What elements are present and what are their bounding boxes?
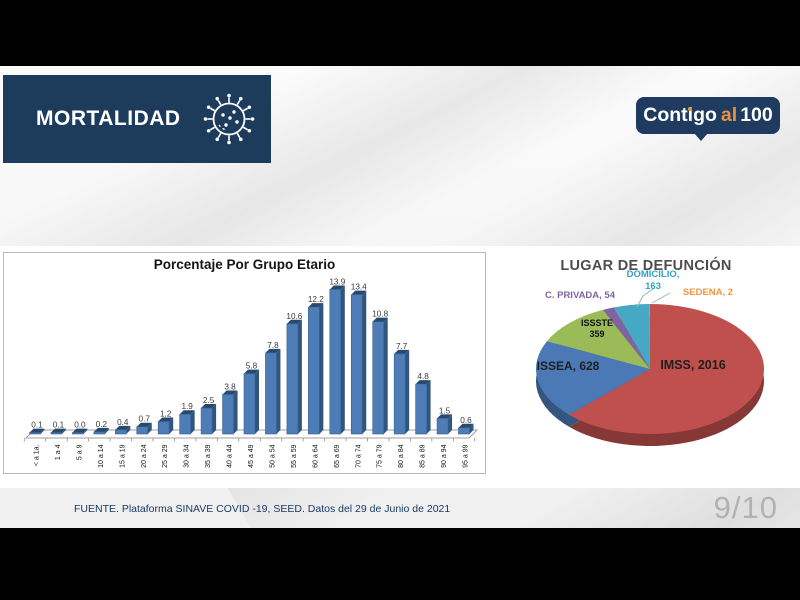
slide: MORTALIDAD Cont i go al 100 Porcentaje Por G… bbox=[0, 66, 800, 528]
bar-value-label: 12.2 bbox=[308, 295, 324, 304]
x-axis-label: 45 a 49 bbox=[248, 444, 255, 467]
bar-value-label: 10.8 bbox=[372, 310, 388, 319]
bar-chart-title: Porcentaje Por Grupo Etario bbox=[153, 257, 336, 272]
bar-50 a 54 bbox=[265, 352, 277, 435]
bar-1 a 4 bbox=[50, 432, 63, 435]
bar-value-label: 13.4 bbox=[351, 283, 367, 292]
logo-text: Cont bbox=[643, 103, 688, 126]
pie-slice-C. PRIVADA bbox=[602, 307, 650, 369]
pie-slice-ISSSTE bbox=[547, 309, 650, 369]
logo-text: i bbox=[687, 103, 694, 126]
bar-value-label: 7.8 bbox=[267, 341, 279, 350]
bar-value-label: 1.2 bbox=[160, 410, 172, 419]
bar-< a 1a. bbox=[29, 432, 41, 435]
logo-text-al: al bbox=[720, 103, 738, 126]
bar-value-label: 4.8 bbox=[417, 372, 429, 381]
x-axis-label: 35 a 39 bbox=[205, 444, 212, 467]
x-axis-label: 30 a 34 bbox=[184, 444, 191, 467]
bar-value-label: 7.7 bbox=[396, 342, 408, 351]
page-number: 9/10 bbox=[713, 490, 778, 525]
bar-15 a 19 bbox=[115, 429, 127, 435]
x-axis-label: 65 a 69 bbox=[334, 444, 341, 467]
bar-value-label: 0.0 bbox=[74, 421, 86, 430]
x-axis-label: 90 a 94 bbox=[441, 444, 448, 467]
page-title: MORTALIDAD bbox=[36, 107, 181, 130]
source-note: FUENTE. Plataforma SINAVE COVID -19, SEE… bbox=[74, 503, 451, 515]
x-axis-label: < a 1a. bbox=[34, 444, 41, 466]
contigo-al-100-logo: Cont i go al 100 bbox=[636, 97, 780, 141]
x-axis-label: 80 a 84 bbox=[398, 444, 405, 467]
bar-35 a 39 bbox=[200, 407, 213, 435]
bar-value-label: 0.6 bbox=[460, 416, 472, 425]
x-axis-label: 5 a 9 bbox=[76, 444, 83, 460]
pie-slice-DOMICILIO bbox=[613, 304, 650, 369]
leader-line-domicilio bbox=[636, 288, 654, 308]
bar-value-label: 0.1 bbox=[31, 421, 43, 430]
bar-60 a 64 bbox=[308, 306, 320, 435]
pie-label-SEDENA: SEDENA, 2 bbox=[682, 287, 734, 298]
bar-value-label: 5.8 bbox=[246, 362, 258, 371]
bar-55 a 59 bbox=[286, 323, 299, 435]
bar-value-label: 2.5 bbox=[203, 396, 215, 405]
bar-45 a 49 bbox=[243, 373, 256, 435]
logo-text-100: 100 bbox=[740, 103, 773, 126]
virus-icon bbox=[203, 93, 254, 145]
x-axis-label: 70 a 74 bbox=[355, 444, 362, 467]
bar-90 a 94 bbox=[436, 418, 449, 435]
bar-value-label: 1.5 bbox=[439, 406, 451, 415]
pie-label-ISSSTE: ISSSTE 359 bbox=[580, 318, 613, 340]
x-axis-label: 75 a 79 bbox=[377, 444, 384, 467]
leader-line-sedena bbox=[651, 292, 671, 304]
pie-label-ISSEA: ISSEA, 628 bbox=[536, 359, 600, 373]
x-axis-label: 40 a 44 bbox=[227, 444, 234, 467]
pie-label-DOMICILIO: DOMICILIO, 163 bbox=[626, 269, 680, 292]
x-axis-label: 60 a 64 bbox=[312, 444, 319, 467]
logo-speech-tail bbox=[694, 133, 708, 141]
place-of-death-pie-chart bbox=[536, 288, 764, 446]
bar-30 a 34 bbox=[179, 413, 191, 435]
bar-value-label: 3.8 bbox=[224, 382, 236, 391]
x-axis-label: 55 a 59 bbox=[291, 444, 298, 467]
bar-80 a 84 bbox=[393, 353, 406, 435]
pie-slice-IMSS bbox=[569, 304, 764, 434]
pie-label-C. PRIVADA: C. PRIVADA, 54 bbox=[544, 290, 616, 301]
pie-chart-title: LUGAR DE DEFUNCIÓN bbox=[560, 258, 732, 274]
bar-value-label: 0.1 bbox=[53, 421, 65, 430]
x-axis-label: 20 a 24 bbox=[141, 444, 148, 467]
pie-slice-ISSEA bbox=[536, 341, 650, 415]
bar-chart-panel: Porcentaje Por Grupo Etario 0.1 < a 1a. 0.… bbox=[3, 252, 486, 474]
x-axis-label: 10 a 14 bbox=[98, 444, 105, 467]
bar-value-label: 0.4 bbox=[117, 418, 129, 427]
bar-value-label: 13.9 bbox=[329, 277, 345, 286]
bar-75 a 79 bbox=[372, 321, 385, 435]
bar-value-label: 1.9 bbox=[181, 402, 193, 411]
bar-20 a 24 bbox=[136, 426, 149, 435]
bar-25 a 29 bbox=[157, 421, 170, 435]
x-axis-label: 85 a 89 bbox=[420, 444, 427, 467]
bar-70 a 74 bbox=[350, 294, 363, 435]
x-axis-label: 1 a 4 bbox=[55, 444, 62, 460]
bar-value-label: 0.7 bbox=[139, 415, 151, 424]
bar-5 a 9 bbox=[72, 432, 84, 435]
bar-10 a 14 bbox=[93, 431, 106, 435]
x-axis-label: 25 a 29 bbox=[162, 444, 169, 467]
mortalidad-header: MORTALIDAD bbox=[3, 75, 271, 163]
bar-value-label: 0.2 bbox=[96, 420, 108, 429]
bar-40 a 44 bbox=[222, 394, 234, 435]
bar-95 a 99 bbox=[458, 427, 470, 435]
bar-85 a 89 bbox=[415, 383, 427, 435]
x-axis-label: 50 a 54 bbox=[269, 444, 276, 467]
logo-text: go bbox=[693, 103, 717, 126]
pie-chart-area: LUGAR DE DEFUNCIÓN IMSS, 2016 ISSEA, 628 I… bbox=[492, 256, 800, 494]
bar-value-label: 10.6 bbox=[286, 312, 302, 321]
bar-65 a 69 bbox=[329, 289, 342, 435]
x-axis-label: 95 a 99 bbox=[463, 444, 470, 467]
age-group-bar-chart: 0.1 < a 1a. 0.1 1 a 4 0.0 5 a 9 0.2 10 a 14 0.4 1… bbox=[23, 277, 479, 468]
x-axis-label: 15 a 19 bbox=[119, 444, 126, 467]
pie-label-IMSS: IMSS, 2016 bbox=[660, 358, 726, 372]
